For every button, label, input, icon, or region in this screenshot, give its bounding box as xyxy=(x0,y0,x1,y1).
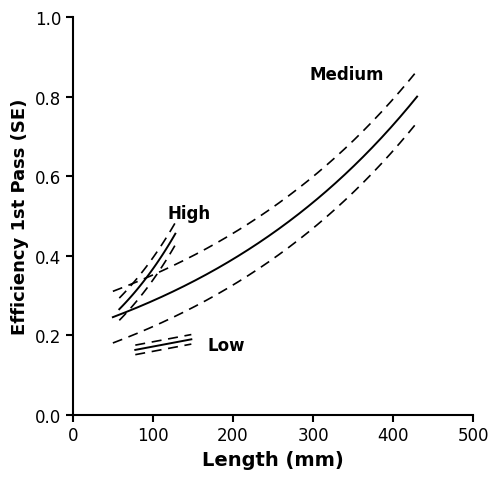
Text: Low: Low xyxy=(208,336,245,354)
X-axis label: Length (mm): Length (mm) xyxy=(202,450,344,469)
Text: High: High xyxy=(168,204,210,222)
Text: Medium: Medium xyxy=(309,66,384,84)
Y-axis label: Efficiency 1st Pass (SE): Efficiency 1st Pass (SE) xyxy=(11,98,29,334)
